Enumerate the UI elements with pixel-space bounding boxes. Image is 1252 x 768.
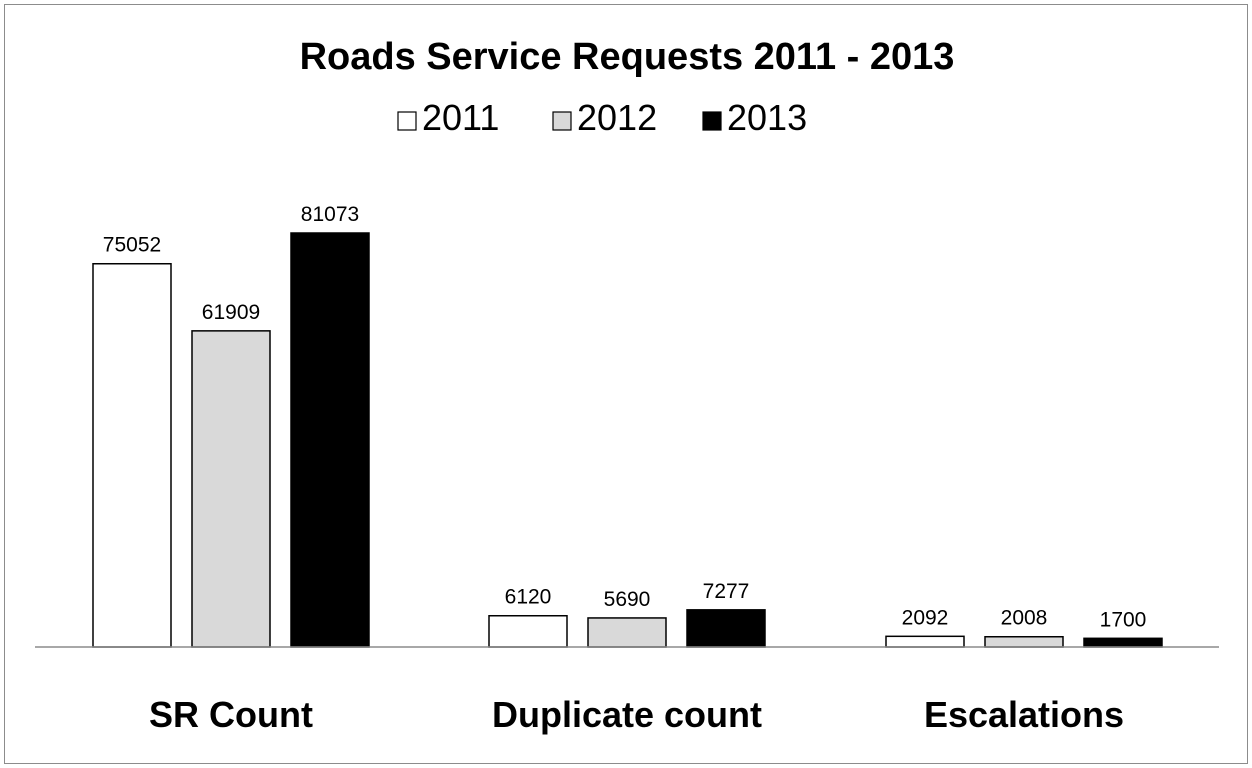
legend-label-2013: 2013 [727, 97, 807, 138]
legend-label-2012: 2012 [577, 97, 657, 138]
category-labels: SR Count Duplicate count Escalations [149, 694, 1124, 735]
data-label-2013-2: 1700 [1100, 608, 1147, 631]
data-label-2012-1: 5690 [604, 588, 651, 611]
category-label-1: Duplicate count [492, 694, 762, 735]
bar-2013-0 [290, 232, 370, 648]
data-label-2011-1: 6120 [505, 586, 552, 609]
bar-2013-1 [686, 609, 766, 648]
legend-swatch-2011 [397, 111, 417, 131]
legend-swatch-2013 [702, 111, 722, 131]
bars: 75052 61909 81073 6120 5690 7277 2092 2008 1700 [92, 203, 1163, 648]
data-label-2011-2: 2092 [902, 606, 949, 629]
bar-2011-0 [92, 262, 172, 648]
bar-2011-1 [488, 614, 568, 648]
bar-2012-1 [587, 617, 667, 648]
bar-2012-2 [984, 635, 1064, 648]
data-label-2012-2: 2008 [1001, 607, 1048, 630]
data-label-2012-0: 61909 [202, 301, 260, 324]
category-label-2: Escalations [924, 694, 1124, 735]
data-label-2013-1: 7277 [703, 580, 750, 603]
bar-2012-0 [191, 330, 271, 648]
bar-chart: Roads Service Requests 2011 - 2013 2011 2… [35, 36, 1219, 735]
legend-label-2011: 2011 [422, 97, 499, 138]
legend-swatch-2012 [552, 111, 572, 131]
category-label-0: SR Count [149, 694, 313, 735]
data-label-2011-0: 75052 [103, 234, 161, 257]
bar-2011-2 [885, 635, 965, 648]
chart-frame: Roads Service Requests 2011 - 2013 2011 2… [4, 4, 1248, 764]
legend: 2011 2012 2013 [397, 97, 807, 138]
chart-title: Roads Service Requests 2011 - 2013 [300, 36, 955, 78]
data-label-2013-0: 81073 [301, 203, 359, 226]
bar-2013-2 [1083, 637, 1163, 648]
